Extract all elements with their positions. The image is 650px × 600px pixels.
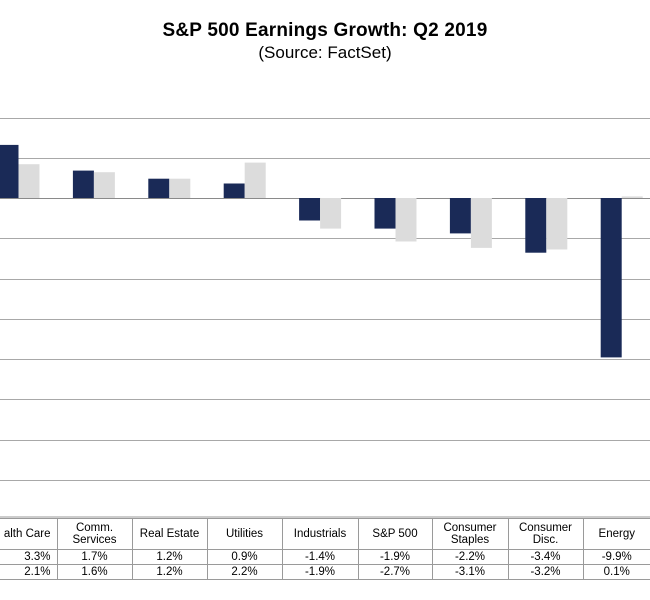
table-header-cell: Energy [582,518,650,550]
table-value-cell: 3.3% [0,549,58,565]
bar-series-1-6 [374,198,396,229]
table-header-cell: alth Care [0,518,58,550]
data-table-header-row: alth Care Comm. Services Real Estate Utilit… [0,518,650,550]
bars [0,144,643,358]
table-header-cell: Comm. Services [56,518,133,550]
chart-subtitle: (Source: FactSet) [258,43,392,62]
bar-series-1-1 [0,144,19,198]
data-table: alth Care Comm. Services Real Estate Utilit… [0,518,650,580]
table-value-cell: -3.2% [507,564,584,580]
table-value-cell: -2.2% [431,549,509,565]
bar-series-1-2 [72,170,94,198]
bar-series-2-7 [470,198,492,248]
table-value-cell: -2.7% [357,564,433,580]
bar-series-1-4 [223,183,245,198]
table-value-cell: -1.4% [281,549,359,565]
table-value-cell: 2.1% [0,564,58,580]
table-value-cell: 1.2% [131,549,208,565]
table-value-cell: 1.7% [56,549,133,565]
table-header-cell: Utilities [206,518,283,550]
bar-series-1-3 [148,178,170,198]
bar-series-2-5 [320,198,342,229]
table-value-cell: 1.2% [131,564,208,580]
table-header-cell: Consumer Disc. [507,518,584,550]
bar-series-2-4 [244,162,266,198]
bar-chart-plot [0,118,650,518]
table-value-cell: -1.9% [357,549,433,565]
bar-series-2-3 [169,178,191,198]
table-value-cell: 1.6% [56,564,133,580]
table-value-cell: 0.1% [582,564,650,580]
table-value-cell: -3.1% [431,564,509,580]
bar-series-1-5 [299,198,321,221]
chart-title: S&P 500 Earnings Growth: Q2 2019 [162,20,488,41]
table-value-cell: 2.2% [206,564,283,580]
bar-series-1-8 [525,198,547,253]
bar-series-2-2 [93,172,115,198]
bar-series-1-7 [449,198,471,234]
gridlines [0,118,650,481]
table-header-cell: Industrials [281,518,359,550]
table-value-cell: 0.9% [206,549,283,565]
data-table-series-1-row: 3.3% 1.7% 1.2% 0.9% -1.4% -1.9% -2.2% -3.4% -9.9… [0,549,650,565]
table-header-cell: Consumer Staples [431,518,509,550]
data-table-series-2-row: 2.1% 1.6% 1.2% 2.2% -1.9% -2.7% -3.1% -3.2% 0.1% [0,564,650,580]
table-header-cell: Real Estate [131,518,208,550]
table-value-cell: -1.9% [281,564,359,580]
table-value-cell: -9.9% [582,549,650,565]
table-value-cell: -3.4% [507,549,584,565]
bar-series-2-6 [395,198,417,242]
table-header-cell: S&P 500 [357,518,433,550]
bar-series-2-9 [621,196,643,198]
bar-series-2-8 [546,198,568,250]
bar-series-1-9 [600,198,622,358]
bar-series-2-1 [18,164,40,198]
